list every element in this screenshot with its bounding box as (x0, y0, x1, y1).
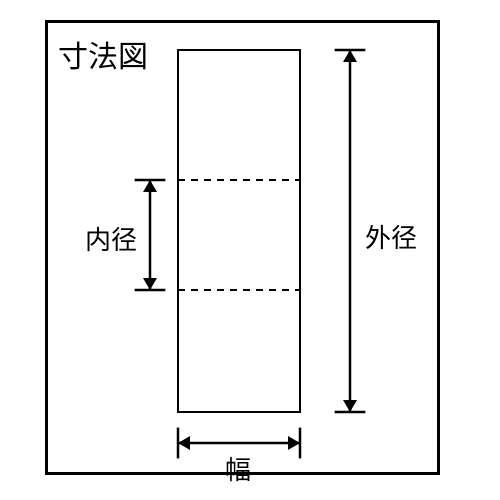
diagram-title: 寸法図 (58, 32, 148, 76)
label-outer-dia: 外径 (365, 218, 417, 255)
arrow-inner-dia (135, 180, 166, 290)
shape-rectangle (178, 50, 300, 412)
label-width: 幅 (225, 450, 251, 487)
arrow-outer-dia (335, 50, 366, 412)
label-inner-dia: 内径 (85, 220, 137, 257)
